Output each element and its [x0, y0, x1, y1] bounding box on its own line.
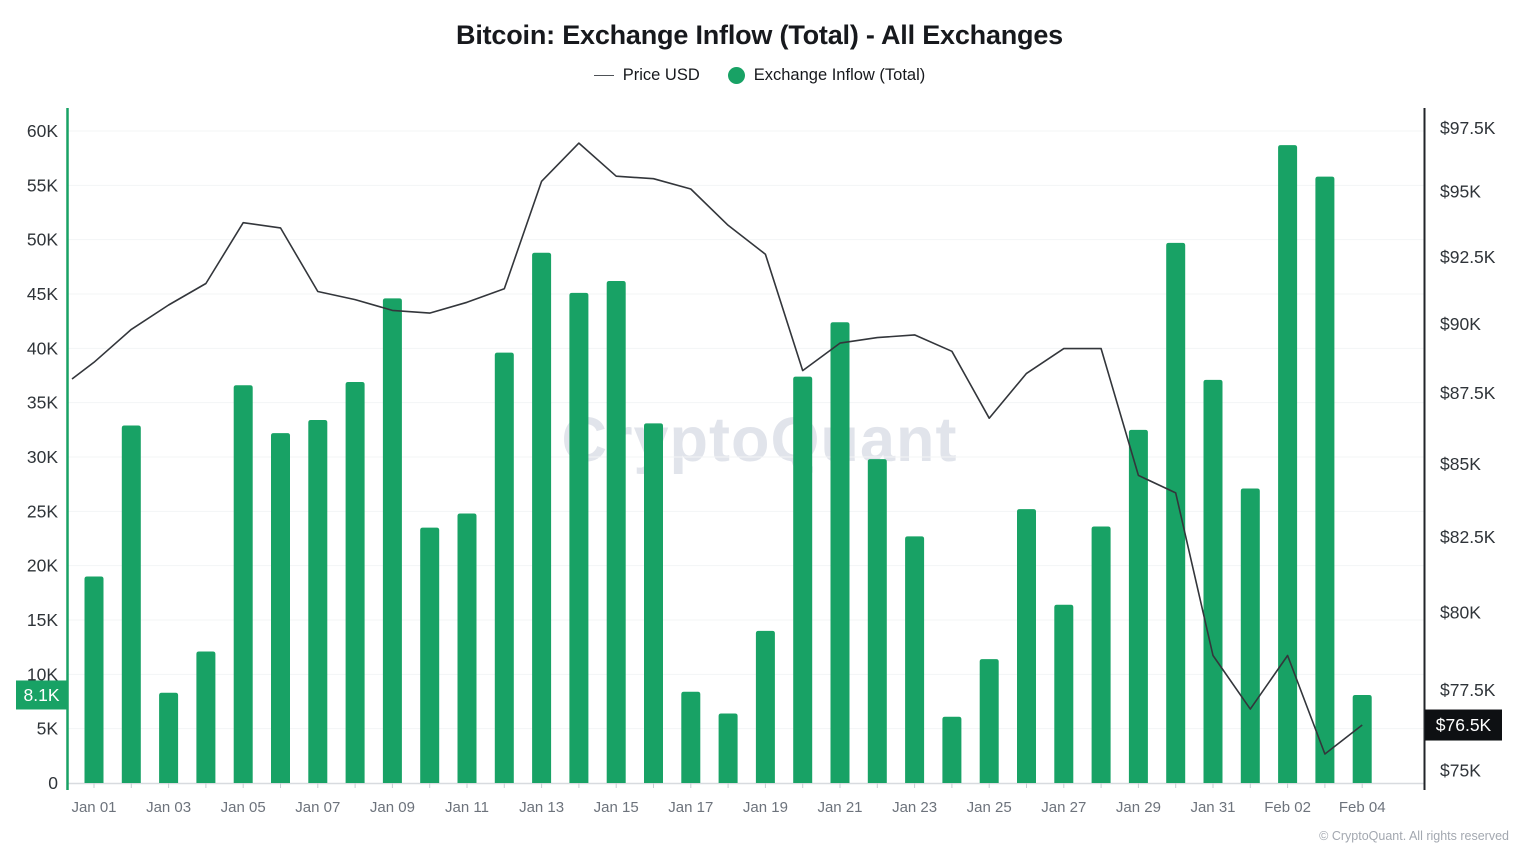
legend: Price USD Exchange Inflow (Total) — [0, 66, 1519, 85]
inflow-bar[interactable] — [1128, 429, 1148, 783]
x-ticks — [93, 783, 1363, 788]
inflow-bar[interactable] — [196, 651, 216, 783]
svg-text:Jan 17: Jan 17 — [668, 799, 713, 816]
inflow-bar[interactable] — [569, 292, 589, 783]
svg-text:5K: 5K — [37, 719, 59, 739]
inflow-bar[interactable] — [942, 716, 962, 783]
inflow-bar[interactable] — [867, 459, 887, 783]
svg-text:Feb 04: Feb 04 — [1339, 799, 1386, 816]
left-axis-labels: 0 5K 10K 15K 20K 25K 30K 35K 40K 45K 50K 55K 60K — [27, 121, 58, 793]
svg-text:Jan 19: Jan 19 — [743, 799, 788, 816]
inflow-bar[interactable] — [84, 576, 104, 783]
gridlines — [67, 130, 1425, 730]
svg-text:Jan 09: Jan 09 — [370, 799, 415, 816]
svg-text:Jan 21: Jan 21 — [817, 799, 862, 816]
svg-text:35K: 35K — [27, 393, 58, 413]
inflow-bar[interactable] — [793, 376, 813, 783]
copyright-text: © CryptoQuant. All rights reserved — [1319, 829, 1509, 843]
inflow-bar[interactable] — [979, 659, 999, 783]
inflow-bar[interactable] — [345, 382, 365, 783]
inflow-bar[interactable] — [830, 322, 850, 783]
legend-item-inflow[interactable]: Exchange Inflow (Total) — [727, 66, 926, 85]
inflow-bar[interactable] — [532, 252, 552, 783]
svg-text:Jan 05: Jan 05 — [221, 799, 266, 816]
x-axis-labels: Jan 01 Jan 03 Jan 05 Jan 07 Jan 09 Jan 11 Jan … — [71, 799, 1385, 816]
svg-text:8.1K: 8.1K — [24, 685, 60, 705]
inflow-bar[interactable] — [905, 536, 925, 783]
svg-text:$92.5K: $92.5K — [1440, 247, 1496, 267]
inflow-bar[interactable] — [233, 385, 253, 783]
svg-text:30K: 30K — [27, 447, 58, 467]
inflow-dot-swatch-icon — [727, 67, 745, 84]
inflow-bar[interactable] — [1203, 379, 1223, 783]
inflow-bar[interactable] — [457, 513, 477, 783]
inflow-bar[interactable] — [1278, 145, 1298, 784]
inflow-bar[interactable] — [420, 527, 440, 783]
inflow-bar[interactable] — [382, 298, 402, 783]
svg-text:Jan 11: Jan 11 — [445, 799, 489, 816]
svg-text:Jan 29: Jan 29 — [1116, 799, 1161, 816]
inflow-bar[interactable] — [1017, 509, 1036, 783]
svg-text:$76.5K: $76.5K — [1436, 715, 1492, 735]
inflow-bar[interactable] — [1352, 694, 1372, 783]
inflow-bar[interactable] — [755, 630, 775, 783]
svg-text:$85K: $85K — [1440, 454, 1481, 474]
svg-text:$95K: $95K — [1440, 182, 1481, 202]
svg-text:55K: 55K — [27, 175, 58, 195]
inflow-bars — [84, 145, 1372, 784]
inflow-bar[interactable] — [1166, 242, 1186, 784]
price-latest-badge: $76.5K — [1425, 709, 1502, 741]
inflow-bar[interactable] — [1315, 176, 1335, 783]
svg-text:Jan 01: Jan 01 — [71, 799, 116, 816]
svg-text:Jan 03: Jan 03 — [146, 799, 191, 816]
svg-text:20K: 20K — [27, 556, 58, 576]
svg-text:60K: 60K — [27, 121, 58, 141]
legend-price-label: Price USD — [622, 66, 700, 84]
inflow-bar[interactable] — [494, 352, 514, 783]
svg-text:$97.5K: $97.5K — [1440, 118, 1496, 138]
svg-text:0: 0 — [48, 773, 58, 793]
svg-text:$90K: $90K — [1440, 314, 1481, 334]
svg-text:$82.5K: $82.5K — [1440, 527, 1496, 547]
inflow-bar[interactable] — [681, 691, 701, 783]
svg-text:Jan 25: Jan 25 — [967, 799, 1012, 816]
svg-text:40K: 40K — [27, 338, 58, 358]
price-line — [71, 142, 1363, 755]
svg-text:15K: 15K — [27, 610, 58, 630]
price-line-swatch-icon — [593, 75, 614, 76]
right-axis-labels: $75K $77.5K $80K $82.5K $85K $87.5K $90K $92.5K… — [1440, 118, 1496, 780]
inflow-bar[interactable] — [1240, 488, 1260, 783]
legend-item-price[interactable]: Price USD — [593, 66, 700, 85]
inflow-bar[interactable] — [1054, 604, 1074, 783]
inflow-bar[interactable] — [606, 280, 626, 783]
inflow-bar[interactable] — [644, 423, 663, 783]
svg-text:$77.5K: $77.5K — [1440, 680, 1496, 700]
inflow-bar[interactable] — [121, 425, 141, 783]
svg-text:45K: 45K — [27, 284, 58, 304]
inflow-bar[interactable] — [271, 433, 290, 783]
svg-text:$80K: $80K — [1440, 602, 1481, 622]
chart-title: Bitcoin: Exchange Inflow (Total) - All E… — [456, 20, 1063, 50]
legend-inflow-label: Exchange Inflow (Total) — [753, 66, 926, 84]
svg-text:50K: 50K — [27, 230, 58, 250]
svg-text:$75K: $75K — [1440, 760, 1481, 780]
svg-text:$87.5K: $87.5K — [1440, 383, 1496, 403]
svg-text:Jan 27: Jan 27 — [1041, 799, 1086, 816]
inflow-bar[interactable] — [159, 692, 179, 783]
svg-text:Jan 23: Jan 23 — [892, 799, 937, 816]
svg-text:25K: 25K — [27, 501, 58, 521]
svg-text:10K: 10K — [27, 664, 58, 684]
svg-text:Feb 02: Feb 02 — [1264, 799, 1311, 816]
watermark: CryptoQuant — [561, 405, 958, 475]
inflow-latest-badge: 8.1K — [16, 680, 67, 710]
svg-text:Jan 13: Jan 13 — [519, 799, 564, 816]
inflow-bar[interactable] — [308, 420, 328, 783]
inflow-bar[interactable] — [718, 713, 738, 783]
svg-text:Jan 15: Jan 15 — [594, 799, 639, 816]
inflow-bar[interactable] — [1091, 526, 1111, 783]
svg-text:Jan 07: Jan 07 — [295, 799, 340, 816]
svg-text:Jan 31: Jan 31 — [1190, 799, 1235, 816]
